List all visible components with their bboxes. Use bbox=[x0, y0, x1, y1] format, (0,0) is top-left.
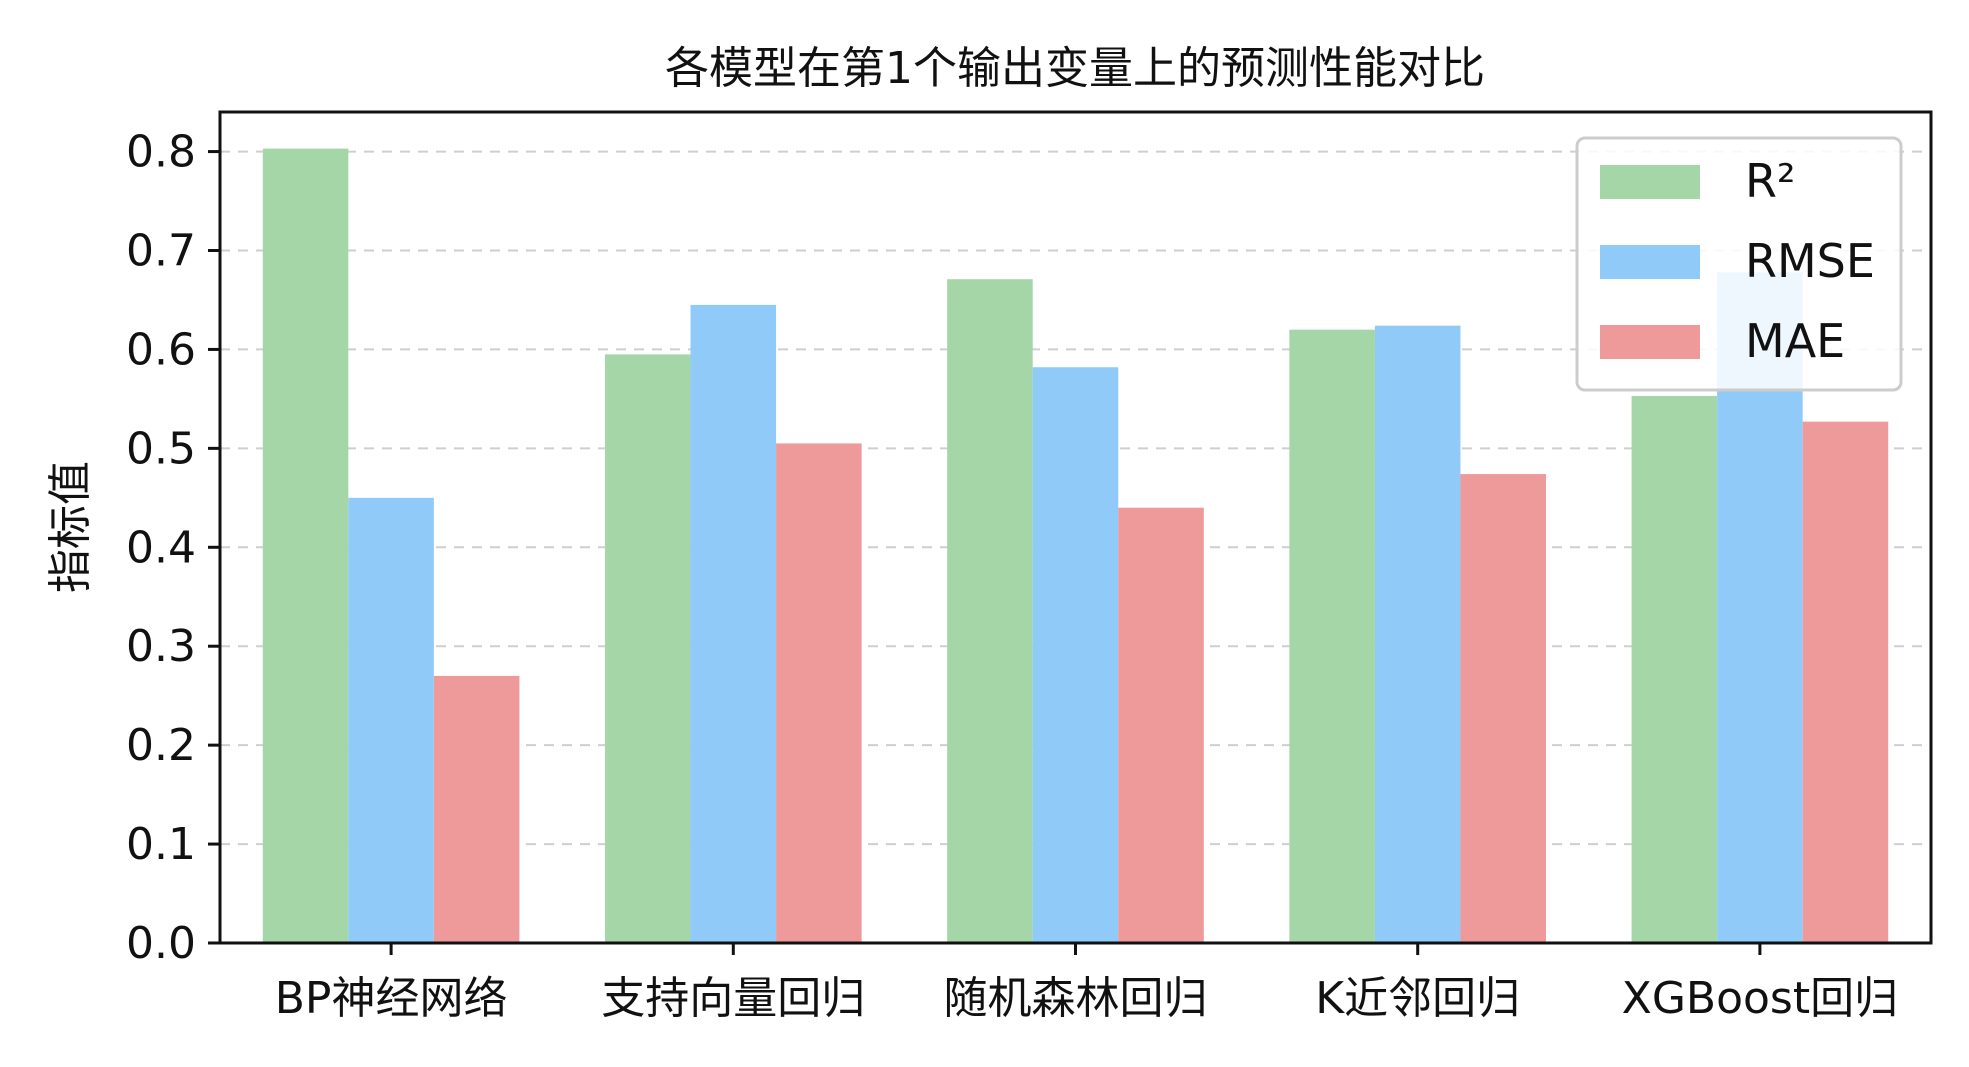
x-tick-label: K近邻回归 bbox=[1315, 973, 1520, 1024]
x-tick-label: BP神经网络 bbox=[275, 973, 508, 1024]
x-tick-label: 支持向量回归 bbox=[601, 973, 865, 1024]
x-tick-label: 随机森林回归 bbox=[944, 973, 1208, 1024]
y-tick-label: 0.2 bbox=[126, 720, 196, 771]
axes: 0.0 0.1 0.2 0.3 0.4 0.5 0.6 0.7 0.8 BP神经网络 支持向量回归 随… bbox=[126, 110, 1933, 1024]
y-axis-label: 指标值 bbox=[45, 461, 96, 593]
y-tick-label: 0.3 bbox=[126, 621, 196, 672]
y-tick-label: 0.0 bbox=[126, 918, 196, 969]
bar-rmse-2 bbox=[1032, 367, 1119, 943]
bar-rmse-0 bbox=[348, 497, 434, 943]
bar-rmse-1 bbox=[690, 304, 777, 943]
plot-frame bbox=[218, 110, 1933, 945]
bars bbox=[262, 148, 1889, 944]
y-tick-label: 0.5 bbox=[126, 423, 196, 474]
y-tick-label: 0.7 bbox=[126, 226, 196, 277]
legend-swatch bbox=[1600, 325, 1700, 359]
y-tick-label: 0.6 bbox=[126, 324, 196, 375]
bar-mae-3 bbox=[1460, 474, 1547, 943]
bar-mae-0 bbox=[433, 675, 520, 943]
bar-r-3 bbox=[1289, 329, 1375, 944]
bar-rmse-3 bbox=[1374, 325, 1461, 944]
bar-mae-1 bbox=[776, 443, 862, 943]
legend: R² RMSE MAE bbox=[1575, 136, 1903, 392]
y-tick-label: 0.1 bbox=[126, 819, 196, 870]
x-tick-label: XGBoost回归 bbox=[1622, 973, 1898, 1024]
legend-swatch bbox=[1600, 245, 1700, 279]
bar-r-0 bbox=[262, 148, 349, 943]
y-tick-label: 0.4 bbox=[126, 522, 196, 573]
bar-r-2 bbox=[947, 279, 1033, 943]
chart-title: 各模型在第1个输出变量上的预测性能对比 bbox=[665, 43, 1485, 94]
legend-swatch bbox=[1600, 165, 1700, 199]
legend-label: RMSE bbox=[1745, 234, 1875, 288]
bar-mae-4 bbox=[1802, 421, 1889, 943]
legend-label: R² bbox=[1745, 154, 1795, 208]
bar-r-4 bbox=[1631, 395, 1718, 943]
y-tick-label: 0.8 bbox=[126, 127, 196, 178]
bar-r-1 bbox=[604, 354, 691, 943]
bar-mae-2 bbox=[1118, 507, 1204, 943]
legend-label: MAE bbox=[1745, 314, 1845, 368]
